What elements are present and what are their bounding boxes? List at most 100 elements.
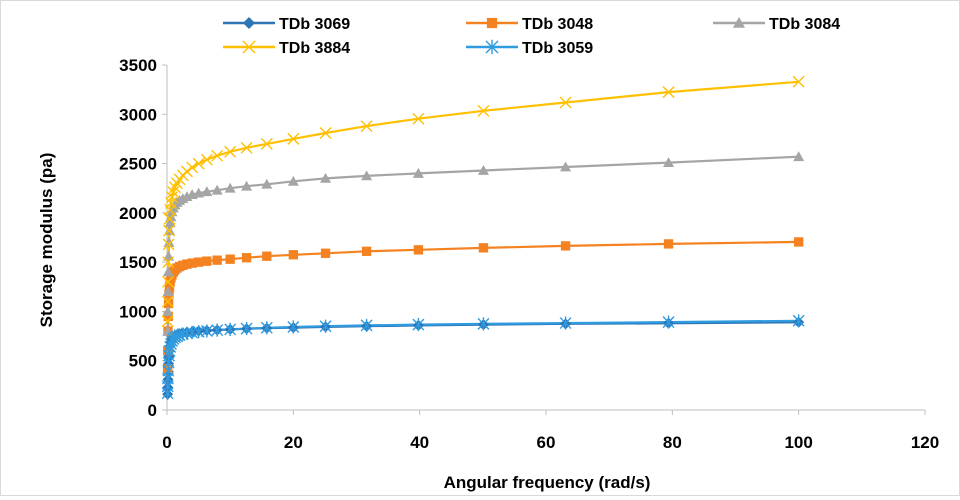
data-point bbox=[164, 282, 175, 292]
data-point bbox=[287, 132, 300, 145]
data-point bbox=[224, 182, 236, 193]
data-point bbox=[186, 161, 199, 174]
series-line bbox=[166, 240, 799, 369]
data-point bbox=[201, 186, 213, 197]
data-point bbox=[477, 164, 489, 175]
data-point bbox=[361, 170, 373, 181]
data-point bbox=[243, 17, 255, 29]
data-point bbox=[663, 239, 674, 249]
data-point bbox=[319, 127, 332, 140]
data-point bbox=[477, 104, 490, 117]
data-point bbox=[166, 191, 179, 204]
data-point bbox=[559, 96, 572, 109]
data-point bbox=[560, 161, 572, 172]
y-tick-label: 2000 bbox=[119, 204, 157, 223]
data-point bbox=[211, 184, 223, 195]
data-point bbox=[242, 40, 256, 54]
data-point bbox=[360, 120, 373, 133]
legend-item: TDb 3069 bbox=[223, 16, 350, 33]
data-point bbox=[733, 17, 745, 28]
data-point bbox=[262, 251, 272, 261]
data-point bbox=[224, 145, 237, 158]
data-point bbox=[168, 181, 181, 194]
data-point bbox=[162, 286, 174, 297]
legend-item: TDb 3084 bbox=[713, 16, 840, 33]
series-markers-group bbox=[161, 75, 805, 328]
data-point bbox=[792, 75, 805, 88]
series-markers bbox=[161, 75, 805, 400]
x-tick-label: 100 bbox=[784, 433, 812, 452]
x-axis-label: Angular frequency (rad/s) bbox=[444, 473, 651, 492]
y-tick-label: 3000 bbox=[119, 105, 157, 124]
data-point bbox=[241, 253, 252, 263]
series-markers-group bbox=[162, 151, 805, 336]
data-point bbox=[477, 317, 490, 331]
y-tick-label: 1000 bbox=[119, 302, 157, 321]
legend: TDb 3069 TDb 3048 TDb 3084 TDb 3884 TDb 3059 bbox=[223, 16, 840, 57]
data-point bbox=[162, 305, 174, 316]
data-point bbox=[486, 17, 498, 29]
data-point bbox=[163, 298, 174, 309]
data-point bbox=[287, 320, 300, 334]
legend-label: TDb 3048 bbox=[522, 16, 593, 33]
data-point bbox=[161, 315, 174, 328]
x-tick-label: 120 bbox=[911, 433, 939, 452]
data-point bbox=[412, 167, 424, 178]
data-point bbox=[225, 254, 235, 264]
data-point bbox=[163, 224, 175, 237]
data-point bbox=[320, 248, 331, 258]
data-point bbox=[478, 243, 489, 253]
data-point bbox=[162, 275, 174, 288]
data-point bbox=[261, 178, 273, 189]
data-point bbox=[412, 112, 425, 125]
data-point bbox=[792, 314, 805, 328]
data-point bbox=[320, 172, 332, 183]
y-tick-label: 1500 bbox=[119, 253, 157, 272]
y-tick-label: 2500 bbox=[119, 155, 157, 174]
legend-item: TDb 3884 bbox=[223, 40, 350, 57]
data-point bbox=[161, 295, 174, 308]
data-point bbox=[212, 255, 222, 265]
data-point bbox=[662, 86, 675, 99]
legend-item: TDb 3048 bbox=[466, 16, 593, 33]
data-point bbox=[180, 165, 193, 178]
data-point bbox=[793, 151, 805, 162]
data-point bbox=[187, 258, 197, 268]
y-tick-label: 3500 bbox=[119, 56, 157, 75]
data-point bbox=[193, 257, 204, 267]
series-lines bbox=[166, 80, 799, 395]
data-point bbox=[163, 346, 173, 356]
data-point bbox=[413, 245, 424, 255]
data-point bbox=[182, 259, 192, 269]
data-point bbox=[163, 236, 175, 247]
data-point bbox=[287, 175, 299, 186]
y-tick-label: 0 bbox=[148, 401, 157, 420]
data-point bbox=[162, 256, 175, 269]
y-axis-label: Storage modulus (pa) bbox=[37, 153, 56, 328]
data-point bbox=[485, 39, 499, 55]
data-point bbox=[200, 324, 213, 338]
legend-label: TDb 3884 bbox=[279, 40, 350, 57]
series-markers-group bbox=[161, 314, 805, 400]
data-point bbox=[211, 149, 224, 162]
data-point bbox=[663, 157, 675, 167]
data-point bbox=[162, 238, 175, 251]
data-point bbox=[162, 266, 174, 277]
data-point bbox=[260, 321, 273, 335]
data-point bbox=[793, 237, 804, 247]
data-point bbox=[224, 322, 237, 336]
legend-item: TDb 3059 bbox=[466, 39, 593, 57]
data-point bbox=[164, 217, 176, 228]
data-point bbox=[241, 180, 253, 191]
data-point bbox=[200, 153, 213, 166]
data-point bbox=[202, 256, 212, 266]
data-point bbox=[240, 321, 253, 336]
data-point bbox=[361, 246, 372, 256]
axes: 0 500 1000 1500 2000 2500 3000 3500 0 20 40 60 80 100… bbox=[119, 56, 939, 452]
y-tick-label: 500 bbox=[129, 352, 157, 371]
data-point bbox=[662, 315, 675, 329]
legend-label: TDb 3069 bbox=[279, 16, 350, 33]
data-point bbox=[192, 157, 205, 170]
